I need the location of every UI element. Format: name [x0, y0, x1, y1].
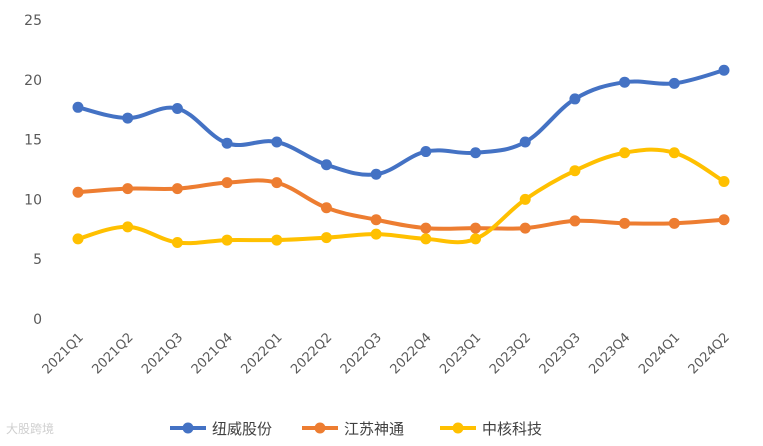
data-point	[718, 64, 730, 76]
data-point	[718, 175, 730, 187]
data-point	[668, 77, 680, 89]
data-point	[370, 214, 382, 226]
data-point	[619, 76, 631, 88]
data-point	[718, 214, 730, 226]
data-point	[221, 177, 233, 189]
y-axis-ticks: 0 5 10 15 20 25	[24, 13, 42, 328]
data-point	[619, 217, 631, 229]
series-line	[76, 68, 726, 177]
legend-label: 中核科技	[482, 420, 542, 438]
x-axis-ticks: 2021Q1 2021Q2 2021Q3 2021Q4 2022Q1 2022Q2 2022…	[40, 330, 733, 377]
legend-label: 纽威股份	[212, 420, 272, 438]
data-point	[271, 177, 283, 189]
legend-item: 中核科技	[440, 420, 542, 438]
data-point	[420, 222, 432, 234]
data-point	[420, 233, 432, 245]
y-tick-label: 0	[33, 312, 42, 328]
data-point	[171, 183, 183, 195]
data-point	[72, 186, 84, 198]
data-point	[221, 137, 233, 149]
series-3	[72, 147, 730, 248]
data-point	[668, 217, 680, 229]
series-1	[72, 64, 730, 180]
x-tick-label: 2021Q3	[139, 330, 186, 377]
data-point	[320, 159, 332, 171]
x-tick-label: 2023Q3	[537, 330, 584, 377]
y-tick-label: 20	[24, 73, 42, 89]
series-layer	[72, 64, 730, 248]
data-point	[470, 233, 482, 245]
y-tick-label: 15	[24, 133, 42, 149]
data-point	[569, 93, 581, 105]
data-point	[171, 236, 183, 248]
data-point	[271, 136, 283, 148]
data-point	[271, 234, 283, 246]
x-tick-label: 2021Q1	[40, 330, 87, 377]
x-tick-label: 2021Q2	[89, 330, 136, 377]
data-point	[569, 165, 581, 177]
data-point	[370, 168, 382, 180]
x-tick-label: 2021Q4	[189, 330, 236, 377]
y-tick-label: 5	[33, 252, 42, 268]
y-tick-label: 25	[24, 13, 42, 29]
x-tick-label: 2022Q2	[288, 330, 335, 377]
legend: 纽威股份 江苏神通 中核科技	[170, 420, 542, 438]
data-point	[122, 112, 134, 124]
data-point	[668, 147, 680, 159]
legend-item: 江苏神通	[302, 420, 404, 438]
data-point	[519, 193, 531, 205]
legend-swatch-marker	[314, 422, 326, 434]
x-tick-label: 2024Q1	[636, 330, 683, 377]
legend-item: 纽威股份	[170, 420, 272, 438]
data-point	[619, 147, 631, 159]
data-point	[569, 215, 581, 227]
data-point	[420, 146, 432, 158]
legend-swatch-marker	[452, 422, 464, 434]
data-point	[370, 228, 382, 240]
data-point	[72, 233, 84, 245]
data-point	[320, 232, 332, 244]
data-point	[470, 222, 482, 234]
data-point	[122, 183, 134, 195]
x-tick-label: 2023Q4	[586, 330, 633, 377]
data-point	[320, 202, 332, 214]
data-point	[470, 147, 482, 159]
legend-swatch-marker	[182, 422, 194, 434]
data-point	[171, 103, 183, 115]
watermark: 大股跨境	[6, 422, 55, 436]
data-point	[122, 221, 134, 233]
data-point	[519, 222, 531, 234]
x-tick-label: 2022Q4	[388, 330, 435, 377]
x-tick-label: 2024Q2	[686, 330, 733, 377]
legend-label: 江苏神通	[344, 420, 404, 438]
x-tick-label: 2023Q1	[437, 330, 484, 377]
x-tick-label: 2022Q3	[338, 330, 385, 377]
data-point	[72, 101, 84, 113]
data-point	[519, 136, 531, 148]
series-2	[72, 177, 730, 234]
y-tick-label: 10	[24, 192, 42, 208]
data-point	[221, 234, 233, 246]
x-tick-label: 2023Q2	[487, 330, 534, 377]
x-tick-label: 2022Q1	[239, 330, 286, 377]
